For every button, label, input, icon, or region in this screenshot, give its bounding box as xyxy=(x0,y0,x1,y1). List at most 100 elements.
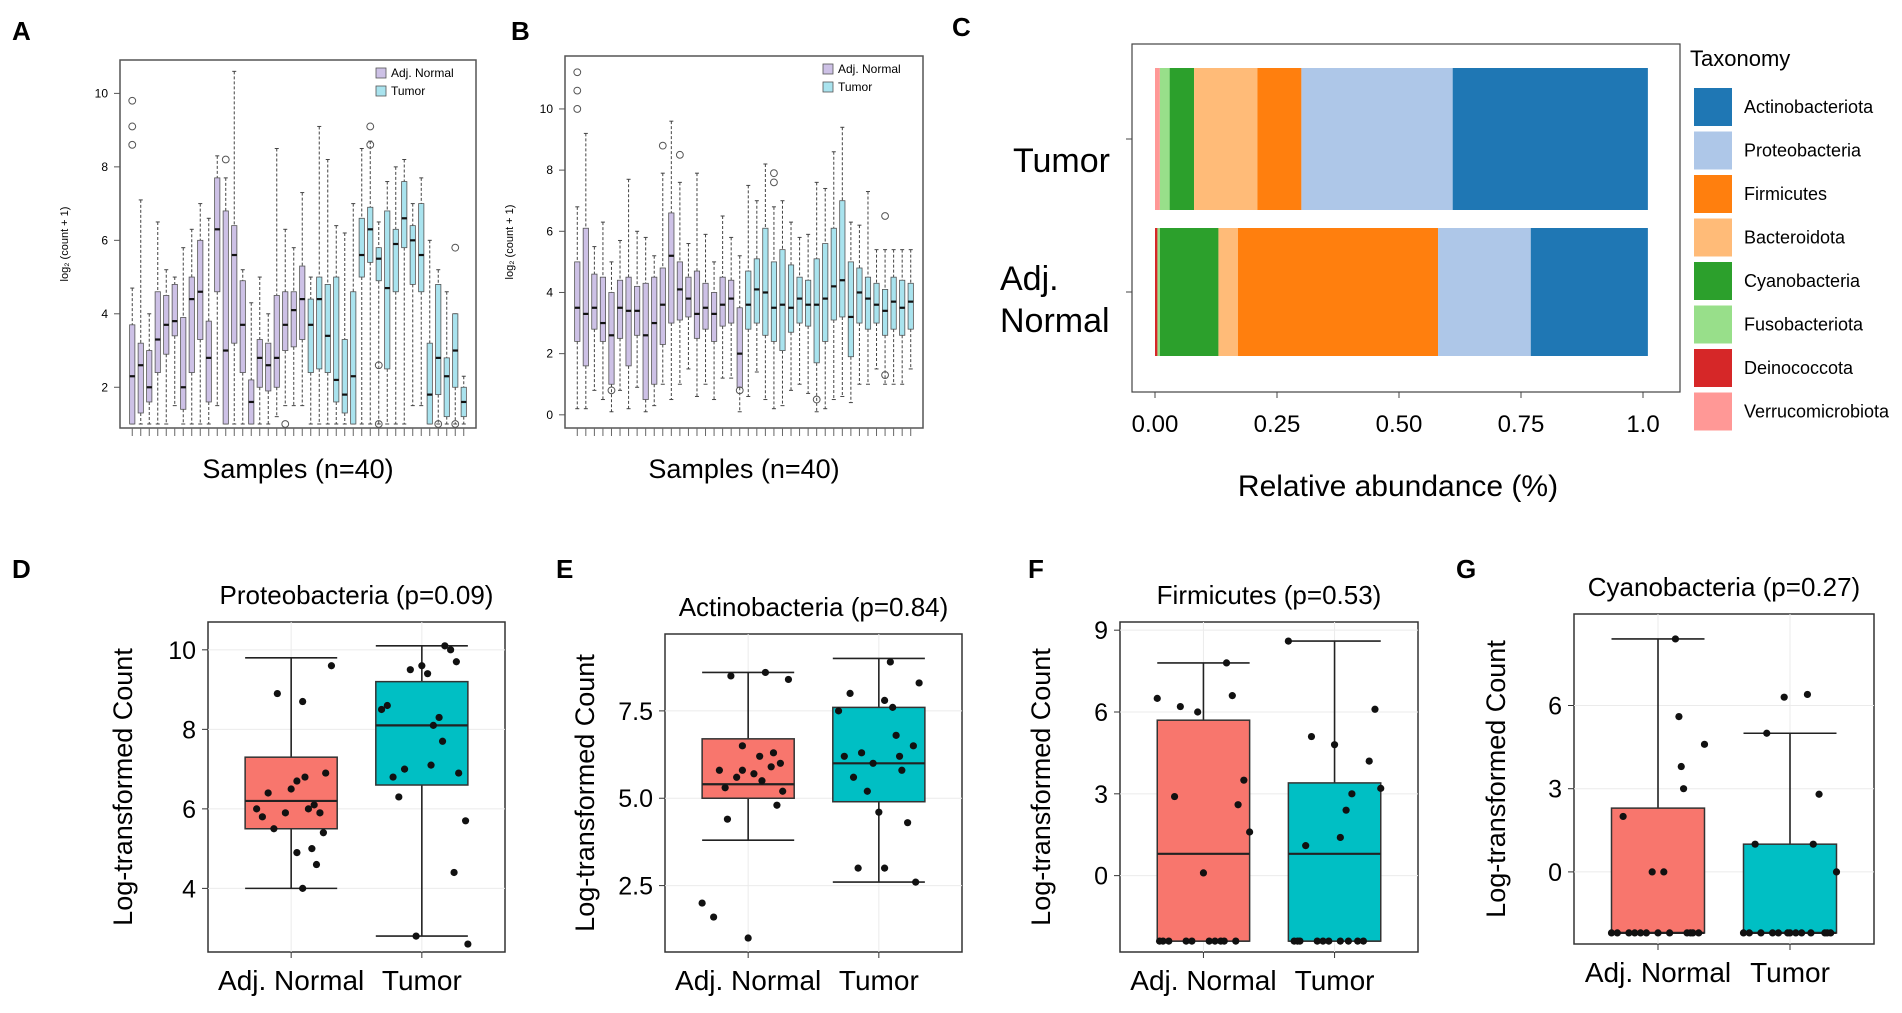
sample-box xyxy=(881,212,889,385)
box xyxy=(890,276,897,330)
sample-box xyxy=(273,147,280,418)
data-point xyxy=(1768,929,1777,937)
sample-box xyxy=(214,155,221,407)
data-point xyxy=(1823,929,1831,937)
box-tumor xyxy=(832,657,926,883)
box xyxy=(129,324,136,425)
box xyxy=(832,706,926,803)
box xyxy=(702,282,709,330)
legend-swatch xyxy=(1694,392,1732,431)
sample-box xyxy=(719,215,726,379)
box xyxy=(779,249,786,351)
data-point xyxy=(909,742,917,750)
outlier xyxy=(812,395,821,404)
data-point xyxy=(904,819,912,827)
y-tick-label: 4 xyxy=(101,307,108,321)
sample-box xyxy=(333,225,340,425)
box-tumor xyxy=(375,645,469,937)
box xyxy=(651,276,658,385)
bar-segment xyxy=(1157,228,1160,356)
x-tick-label: Tumor xyxy=(839,965,919,996)
data-point xyxy=(1371,705,1379,713)
outlier xyxy=(128,140,137,149)
data-point xyxy=(758,777,766,785)
box xyxy=(907,282,914,330)
box xyxy=(728,279,735,324)
legend-swatch xyxy=(822,63,834,75)
legend-swatch xyxy=(375,67,387,79)
legend-label: Bacteroidota xyxy=(1744,228,1846,248)
box xyxy=(1610,807,1706,934)
box xyxy=(830,227,837,321)
y-tick-label: 6 xyxy=(546,224,553,238)
outlier xyxy=(128,122,137,131)
y-tick-label: 10 xyxy=(95,86,109,100)
box xyxy=(745,270,752,330)
sample-box xyxy=(290,247,297,407)
data-point xyxy=(1176,702,1184,711)
data-point xyxy=(1642,929,1650,937)
data-point xyxy=(281,809,290,817)
data-point xyxy=(715,766,723,774)
box xyxy=(599,276,606,342)
box xyxy=(676,261,683,321)
y-axis-label: log₂ (count + 1) xyxy=(504,205,516,280)
sample-box xyxy=(460,375,467,425)
data-point xyxy=(840,752,848,760)
sample-box xyxy=(625,178,632,410)
box xyxy=(180,317,187,410)
panel-letter: E xyxy=(556,554,573,584)
sample-box xyxy=(675,150,684,385)
outlier xyxy=(881,212,889,220)
box xyxy=(426,342,433,425)
sample-box xyxy=(248,302,255,425)
data-point xyxy=(1654,929,1662,937)
x-axis-label: Relative abundance (%) xyxy=(1238,470,1558,503)
data-point xyxy=(1220,937,1228,945)
data-point xyxy=(723,815,732,823)
legend-label: Adj. Normal xyxy=(838,62,901,76)
sample-box xyxy=(409,203,416,407)
outlier xyxy=(770,169,778,178)
sample-box xyxy=(822,187,829,410)
panel-letter: F xyxy=(1028,554,1044,584)
box xyxy=(805,279,812,327)
sample-box xyxy=(762,163,769,401)
data-point xyxy=(1780,693,1788,701)
y-axis-label: Log-transformed Count xyxy=(1481,640,1511,918)
y-axis-label: Log-transformed Count xyxy=(570,654,600,932)
data-point xyxy=(1625,929,1633,937)
data-point xyxy=(1365,757,1373,765)
data-point xyxy=(1194,708,1202,716)
panel-letter: C xyxy=(952,12,971,42)
data-point xyxy=(698,899,706,907)
data-point xyxy=(1803,690,1812,699)
data-point xyxy=(1330,741,1339,749)
data-point xyxy=(1205,937,1213,945)
data-point xyxy=(892,731,900,739)
data-point xyxy=(1165,937,1173,945)
sample-box xyxy=(796,236,803,385)
sample-box xyxy=(779,200,786,407)
panel-letter: G xyxy=(1456,554,1476,584)
box xyxy=(409,225,416,285)
data-point xyxy=(1319,937,1327,945)
x-tick-label: 0.75 xyxy=(1498,411,1545,438)
legend-label: Adj. Normal xyxy=(391,66,454,80)
data-point xyxy=(412,932,420,940)
data-point xyxy=(863,787,871,795)
y-tick-label: 6 xyxy=(1548,693,1562,721)
sample-box xyxy=(702,233,709,385)
data-point xyxy=(423,670,432,678)
box xyxy=(231,225,238,344)
sample-box xyxy=(256,276,263,425)
box xyxy=(625,276,632,367)
sample-box xyxy=(426,239,433,425)
data-point xyxy=(738,742,747,750)
sample-box xyxy=(231,70,238,425)
box xyxy=(753,258,760,324)
data-point xyxy=(1686,929,1695,937)
box xyxy=(384,210,391,370)
data-point xyxy=(273,689,281,698)
data-point xyxy=(895,752,904,760)
